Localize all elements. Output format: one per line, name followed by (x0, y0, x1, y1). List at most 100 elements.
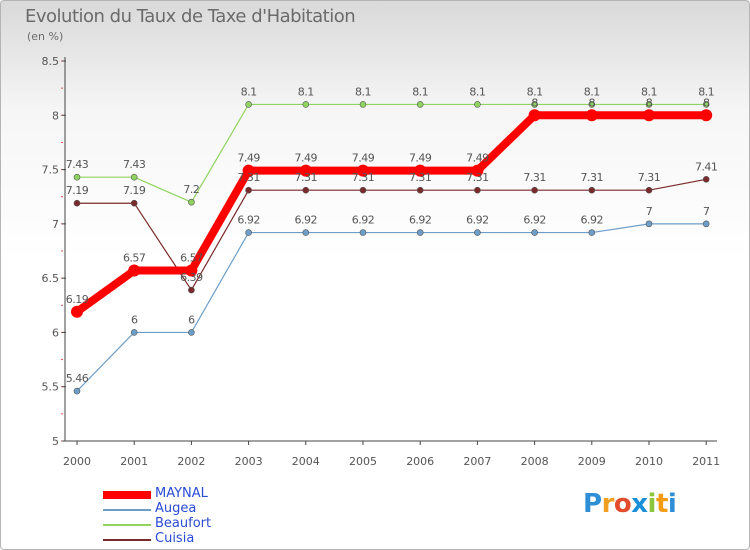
data-point-beaufort (702, 101, 710, 108)
data-label-augea: 6 (188, 313, 195, 326)
chart-legend: MAYNAL Augea Beaufort Cuisia (101, 486, 301, 547)
y-tick-label: 6.5 (42, 272, 60, 285)
data-point-cuisia (188, 286, 195, 294)
data-label-beaufort: 8.1 (584, 85, 600, 98)
data-point-maynal (71, 305, 83, 318)
data-point-maynal (585, 109, 598, 122)
data-label-cuisia: 7.31 (523, 171, 546, 184)
chart-title: Evolution du Taux de Taxe d'Habitation (25, 6, 356, 27)
data-point-beaufort (130, 173, 138, 181)
data-point-beaufort (245, 101, 252, 108)
legend-item-maynal: MAYNAL (101, 486, 301, 502)
y-tick-label: 6 (52, 326, 59, 339)
data-point-maynal (299, 164, 312, 177)
legend-item-cuisia: Cuisia (101, 531, 301, 547)
data-label-beaufort: 8.1 (241, 85, 257, 98)
data-point-cuisia (245, 186, 252, 194)
data-label-beaufort: 7.2 (183, 183, 199, 196)
data-point-cuisia (702, 176, 710, 183)
legend-swatch-maynal (101, 487, 153, 502)
data-point-beaufort (416, 101, 424, 108)
legend-label: Cuisia (155, 531, 195, 546)
logo-letter: P (583, 489, 602, 519)
legend-swatch-augea (101, 502, 153, 517)
legend-label: Beaufort (155, 516, 212, 531)
data-point-cuisia (588, 186, 596, 194)
series-line-maynal (73, 111, 711, 316)
data-point-beaufort (645, 101, 653, 108)
data-point-cuisia (474, 186, 481, 194)
data-point-augea (702, 220, 710, 228)
data-label-maynal: 6.57 (123, 252, 146, 265)
x-tick-label: 2003 (235, 455, 263, 468)
data-point-augea (188, 329, 195, 336)
legend-label: Augea (155, 501, 197, 516)
data-label-cuisia: 7.31 (409, 171, 432, 184)
series-line-beaufort (76, 103, 707, 203)
x-tick-label: 2010 (635, 455, 663, 468)
x-tick-label: 2011 (692, 455, 720, 468)
data-label-augea: 6.92 (409, 214, 432, 227)
data-label-maynal: 7.49 (352, 152, 375, 165)
data-point-augea (474, 229, 481, 236)
data-point-beaufort (73, 173, 81, 181)
data-point-beaufort (188, 198, 195, 206)
data-point-maynal (700, 109, 713, 122)
x-tick-label: 2008 (521, 455, 549, 468)
data-point-maynal (471, 164, 484, 177)
data-point-beaufort (531, 101, 538, 108)
legend-item-beaufort: Beaufort (101, 516, 301, 532)
data-label-maynal: 8 (703, 96, 710, 109)
data-label-cuisia: 7.31 (466, 171, 489, 184)
data-label-maynal: 8 (589, 96, 596, 109)
data-label-beaufort: 8.1 (412, 85, 428, 98)
x-tick-label: 2007 (463, 455, 491, 468)
x-tick-label: 2004 (292, 455, 320, 468)
x-tick-label: 2002 (177, 455, 205, 468)
data-label-beaufort: 7.43 (66, 158, 89, 171)
data-label-beaufort: 8.1 (298, 85, 314, 98)
data-point-maynal (242, 164, 255, 177)
data-point-beaufort (588, 101, 596, 108)
data-label-augea: 7 (646, 205, 653, 218)
data-label-augea: 7 (703, 205, 710, 218)
data-label-beaufort: 8.1 (469, 85, 485, 98)
x-tick-label: 2000 (63, 455, 91, 468)
data-point-maynal (414, 164, 427, 177)
data-point-cuisia (645, 186, 653, 194)
data-point-cuisia (73, 199, 81, 207)
data-point-cuisia (130, 199, 138, 207)
data-label-maynal: 6.19 (66, 293, 89, 306)
data-label-cuisia: 7.31 (352, 171, 375, 184)
data-label-cuisia: 7.31 (581, 171, 604, 184)
proxiti-logo: Proxiti (583, 489, 677, 519)
logo-letter: r (601, 489, 615, 519)
data-label-augea: 6.92 (581, 214, 604, 227)
data-point-maynal (185, 264, 198, 277)
x-tick-label: 2006 (406, 455, 434, 468)
y-tick-label: 5.5 (42, 381, 60, 394)
data-label-augea: 6.92 (295, 214, 318, 227)
data-point-augea (645, 220, 653, 228)
data-label-cuisia: 7.19 (66, 184, 89, 197)
y-tick-label: 8.5 (42, 55, 60, 68)
data-label-cuisia: 7.31 (237, 171, 260, 184)
legend-swatch-beaufort (101, 517, 153, 532)
data-label-augea: 6.92 (352, 214, 375, 227)
x-tick-label: 2009 (578, 455, 606, 468)
data-point-augea (416, 229, 424, 236)
data-label-cuisia: 7.31 (638, 171, 661, 184)
data-label-cuisia: 7.31 (295, 171, 318, 184)
series-line-cuisia (76, 178, 707, 291)
data-label-maynal: 7.49 (466, 152, 489, 165)
logo-letter: t (655, 489, 668, 519)
data-point-augea (73, 387, 81, 395)
data-label-cuisia: 7.19 (123, 184, 146, 197)
data-label-augea: 6.92 (523, 214, 546, 227)
logo-letter: i (667, 489, 677, 519)
data-point-augea (588, 229, 596, 236)
data-label-beaufort: 7.43 (123, 158, 146, 171)
data-point-cuisia (302, 186, 310, 194)
